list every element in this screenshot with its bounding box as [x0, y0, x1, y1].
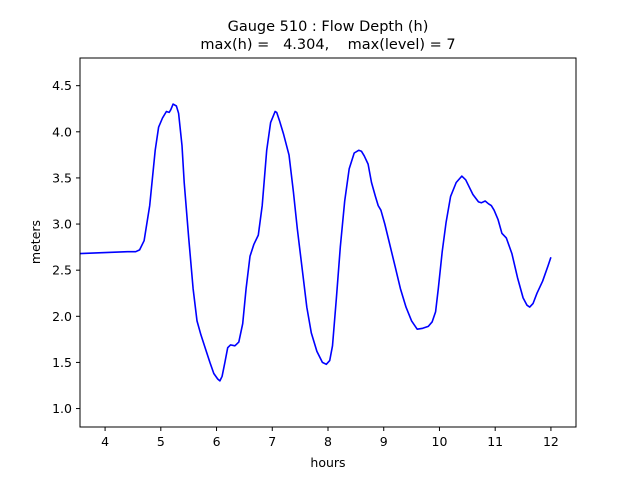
y-tick-label: 4.5: [52, 78, 72, 93]
x-tick-label: 6: [213, 434, 221, 449]
x-tick-label: 9: [380, 434, 388, 449]
y-axis: 1.0 1.5 2.0 2.5 3.0 3.5 4.0 4.5: [52, 78, 80, 416]
plot-frame: [79, 57, 577, 428]
y-tick-label: 1.0: [52, 401, 72, 416]
x-tick-label: 11: [487, 434, 503, 449]
y-axis-label: meters: [28, 220, 43, 264]
series-line-0: [80, 103, 552, 382]
x-tick-label: 10: [432, 434, 448, 449]
y-tick-label: 2.0: [52, 309, 72, 324]
y-tick-label: 2.5: [52, 263, 72, 278]
x-axis-label: hours: [310, 455, 345, 470]
y-tick-label: 3.0: [52, 217, 72, 232]
chart-title-line-1: Gauge 510 : Flow Depth (h): [228, 19, 429, 35]
x-tick-label: 12: [543, 434, 559, 449]
y-tick-label: 3.5: [52, 170, 72, 185]
x-axis: 4 5 6 7 8 9 10 11 12: [101, 427, 559, 449]
y-tick-label: 4.0: [52, 124, 72, 139]
y-tick-label: 1.5: [52, 355, 72, 370]
x-tick-label: 5: [157, 434, 165, 449]
x-tick-label: 4: [101, 434, 109, 449]
chart-title-line-2: max(h) = 4.304, max(level) = 7: [200, 37, 455, 53]
x-tick-label: 7: [268, 434, 276, 449]
plot-area: [80, 103, 552, 382]
x-tick-label: 8: [324, 434, 332, 449]
